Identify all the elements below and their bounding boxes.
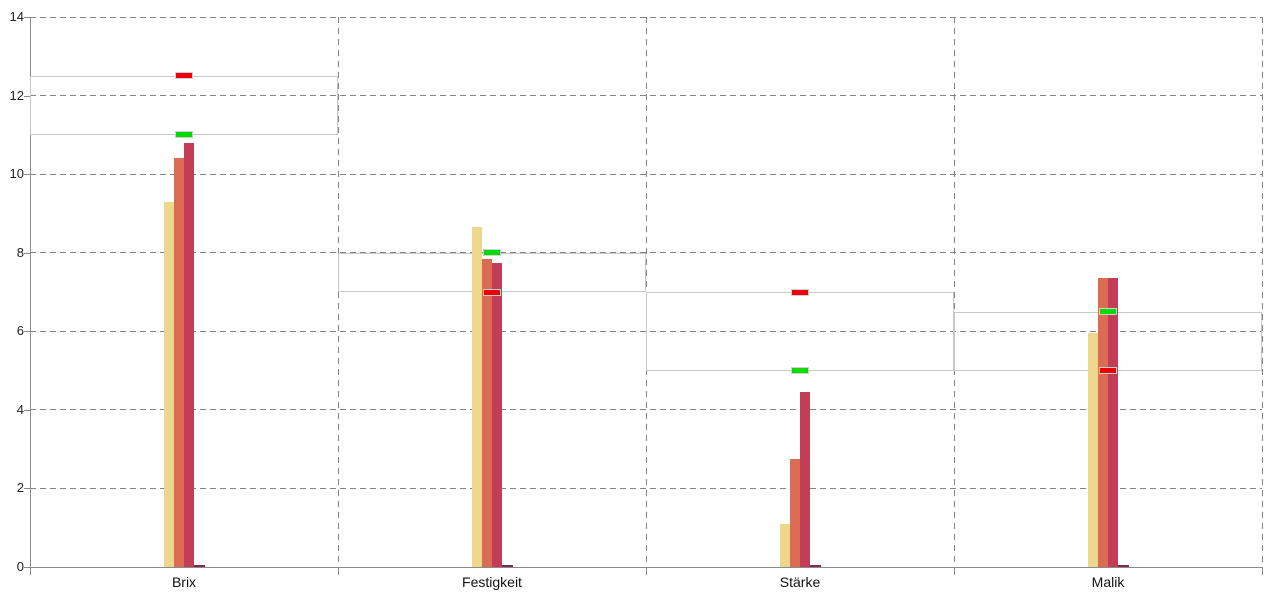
y-axis-tick (24, 17, 30, 18)
bar-series-3-cat2 (492, 262, 503, 567)
bar-series-2-cat4 (1097, 278, 1108, 567)
panel-separator (1261, 17, 1263, 567)
category-label: Brix (171, 574, 197, 590)
reference-band (30, 75, 338, 135)
bar-series-4-cat4 (1118, 565, 1129, 567)
x-axis-tick (645, 567, 647, 575)
y-axis-label: 0 (16, 559, 24, 574)
x-axis-tick (337, 567, 339, 575)
category-label: Stärke (779, 574, 821, 590)
bar-series-1-cat3 (779, 523, 790, 567)
bar-series-3-cat1 (184, 142, 195, 567)
bar-series-3-cat3 (800, 392, 811, 567)
y-axis-tick (24, 409, 30, 411)
bar-series-2-cat3 (789, 458, 800, 567)
y-axis-tick (24, 567, 30, 568)
x-axis-tick (1261, 567, 1263, 575)
y-axis-label: 8 (16, 244, 24, 260)
y-axis-tick (24, 488, 30, 490)
y-axis-tick (24, 95, 30, 97)
y-axis-tick (24, 252, 30, 254)
green-target-marker (1099, 308, 1117, 316)
green-target-marker (175, 131, 193, 139)
red-target-marker (791, 288, 809, 296)
bar-series-1-cat4 (1087, 333, 1098, 567)
green-target-marker (483, 249, 501, 257)
y-axis-label: 4 (16, 401, 24, 417)
category-label: Malik (1091, 574, 1125, 590)
y-axis-label: 12 (9, 87, 24, 103)
bar-series-2-cat1 (173, 158, 184, 567)
y-axis-tick (24, 331, 30, 333)
y-axis-label: 14 (9, 9, 24, 24)
red-target-marker (483, 288, 501, 296)
bar-series-4-cat3 (810, 565, 821, 567)
panel-separator (337, 17, 339, 567)
bar-series-2-cat2 (481, 258, 492, 567)
x-axis-tick (953, 567, 955, 575)
y-axis-label: 6 (16, 323, 24, 339)
red-target-marker (175, 72, 193, 80)
bar-series-1-cat2 (471, 227, 482, 567)
reference-band (646, 292, 954, 371)
y-axis-line (30, 17, 31, 575)
bar-series-4-cat1 (194, 565, 205, 567)
green-target-marker (791, 367, 809, 375)
category-label: Festigkeit (462, 574, 522, 590)
y-axis-tick (24, 174, 30, 176)
bar-series-1-cat1 (163, 201, 174, 567)
bar-series-3-cat4 (1108, 278, 1119, 567)
red-target-marker (1099, 367, 1117, 375)
y-axis-label: 10 (9, 166, 24, 182)
bar-series-4-cat2 (502, 565, 513, 567)
panel-separator (953, 17, 955, 567)
y-axis-label: 2 (16, 480, 24, 496)
